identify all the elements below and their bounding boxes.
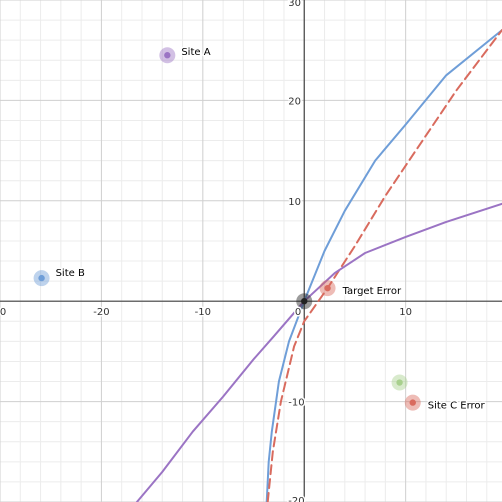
target-error-dot	[324, 284, 331, 292]
x-tick-label: 0	[0, 307, 6, 318]
blue-curve	[265, 29, 502, 502]
x-tick-label: 0	[295, 307, 301, 318]
tick-labels: 0 -20 -10 0 10 30 20 10 -10 -20	[0, 0, 414, 502]
y-tick-label: 20	[288, 96, 301, 107]
target-error-label: Target Error	[342, 286, 402, 297]
site-c-dot	[396, 379, 403, 386]
site-b-label: Site B	[56, 268, 85, 279]
data-points	[33, 47, 421, 411]
x-tick-label: -10	[195, 307, 211, 318]
site-b-point[interactable]	[33, 270, 50, 287]
y-tick-label: 10	[288, 197, 301, 208]
y-tick-label: -10	[288, 398, 304, 409]
target-error-point[interactable]	[319, 280, 336, 297]
site-c-error-dot	[409, 399, 416, 406]
site-c-point[interactable]	[391, 374, 408, 391]
site-b-dot	[38, 274, 45, 282]
site-a-point[interactable]	[159, 47, 176, 64]
site-a-label: Site A	[181, 47, 210, 58]
origin-dot	[301, 298, 308, 305]
x-tick-label: -20	[93, 307, 109, 318]
x-tick-label: 10	[399, 307, 412, 318]
y-tick-label: 30	[288, 0, 301, 9]
origin-point[interactable]	[296, 293, 313, 310]
site-c-error-point[interactable]	[404, 394, 421, 411]
y-tick-label: -20	[288, 496, 304, 502]
site-c-error-label: Site C Error	[428, 401, 486, 412]
site-a-dot	[164, 52, 171, 59]
purple-curve	[135, 202, 502, 502]
point-labels: Site A Site B Target Error Site C Error	[54, 46, 487, 413]
